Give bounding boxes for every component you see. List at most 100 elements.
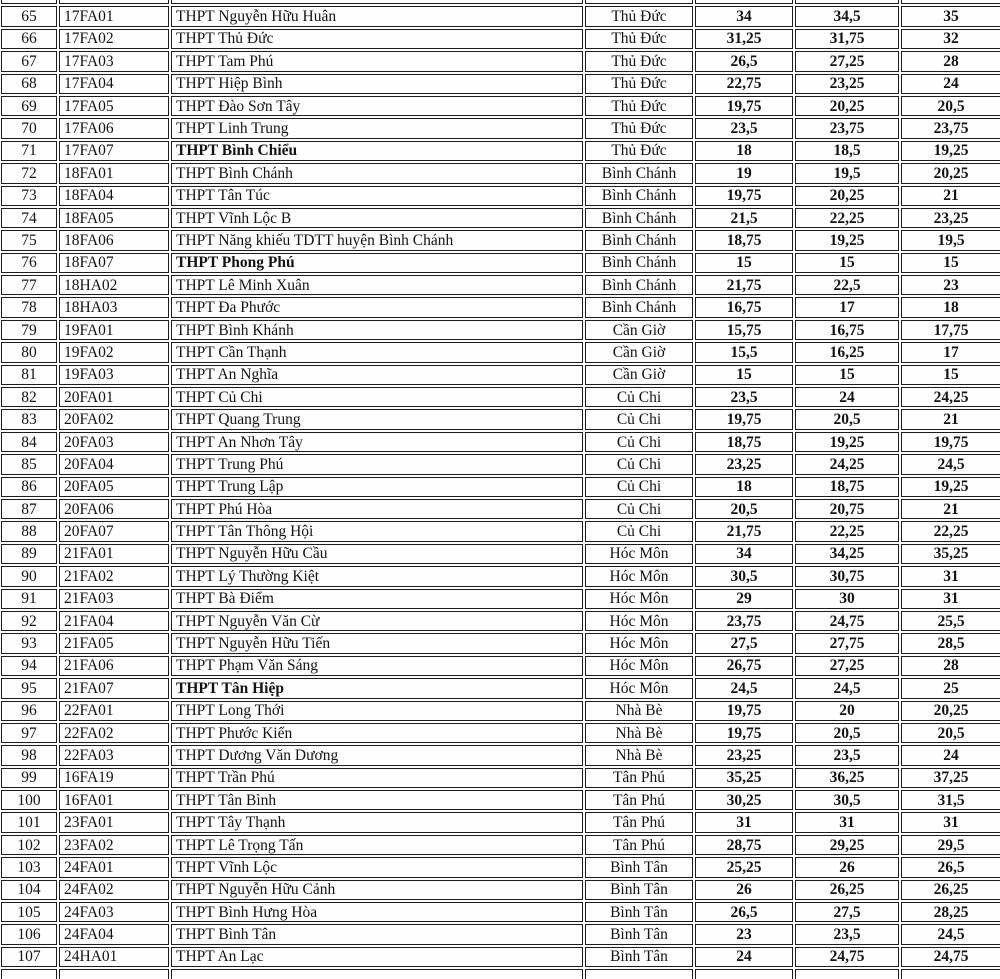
score-nv3-cell: 17,75 [901,319,1000,341]
score-nv3-cell: 17 [901,342,1000,363]
row-number-cell: 104 [1,879,57,901]
school-code-cell: 21FA07 [59,678,169,699]
score-nv2-cell: 19,25 [795,431,899,453]
table-row: 82 20FA01 THPT Củ Chi Củ Chi 23,5 24 24,25 [1,387,1000,408]
score-nv3-cell: 24,25 [901,387,1000,408]
row-number-cell: 97 [1,722,57,744]
row-number-cell: 86 [1,476,57,497]
table-row: 100 16FA01 THPT Tân Bình Tân Phú 30,25 30,5 31… [1,790,1000,811]
score-nv1-cell: 31 [695,812,793,833]
score-nv3-cell: 25,5 [901,610,1000,632]
score-nv1-cell: 26,5 [695,902,793,923]
score-nv2-cell: 16,25 [795,342,899,363]
school-name-cell: THPT Dương Văn Dương [171,745,583,766]
row-number-cell: 99 [1,767,57,789]
row-number-cell: 106 [1,924,57,945]
score-nv3-cell: 20,25 [901,700,1000,721]
score-nv1-cell: 15 [695,252,793,274]
table-row: 106 24FA04 THPT Bình Tân Bình Tân 23 23,5 24,5 [1,924,1000,945]
district-cell: Củ Chi [585,409,693,430]
table-row: 95 21FA07 THPT Tân Hiệp Hóc Môn 24,5 24,5 25 [1,678,1000,699]
district-cell: Tân Phú [585,834,693,856]
score-nv3-cell: 24 [901,73,1000,94]
district-cell: Bình Chánh [585,230,693,251]
school-code-cell: 20FA01 [59,387,169,408]
district-cell: Bình Tân [585,902,693,923]
table-row: 80 19FA02 THPT Cần Thạnh Cần Giờ 15,5 16,25 17 [1,342,1000,363]
score-nv2-cell: 29,25 [795,834,899,856]
score-nv2-cell: 22,5 [795,275,899,296]
score-nv1-cell: 23 [695,924,793,945]
score-nv2-cell: 22,25 [795,207,899,229]
school-name-cell: THPT An Nhơn Tây [171,431,583,453]
table-row: 99 16FA19 THPT Trần Phú Tân Phú 35,25 36,25 37… [1,767,1000,789]
school-name-cell: THPT Phạm Văn Sáng [171,655,583,677]
score-nv1-cell: 27,5 [695,633,793,654]
row-number-cell: 96 [1,700,57,721]
row-number-cell: 98 [1,745,57,766]
district-cell: Hóc Môn [585,633,693,654]
score-nv1-cell: 23,75 [695,610,793,632]
score-nv1-cell: 19 [695,163,793,184]
school-code-cell: 20FA02 [59,409,169,430]
table-row: 86 20FA05 THPT Trung Lập Củ Chi 18 18,75 19,25 [1,476,1000,497]
school-code-cell: 24FA04 [59,924,169,945]
score-nv1-cell: 19,75 [695,185,793,206]
school-name-cell: THPT Tân Bình [171,790,583,811]
district-cell: Bình Tân [585,946,693,968]
score-nv2-cell: 24,75 [795,610,899,632]
score-nv3-cell: 37,25 [901,767,1000,789]
score-nv1-cell: 25,25 [695,857,793,878]
school-code-cell: 16FA01 [59,790,169,811]
score-nv2-cell: 30 [795,588,899,609]
school-code-cell: 20FA04 [59,454,169,475]
school-code-cell: 17FA03 [59,51,169,72]
table-row: 85 20FA04 THPT Trung Phú Củ Chi 23,25 24,25 24… [1,454,1000,475]
row-number-cell: 83 [1,409,57,430]
score-nv2-cell: 20,25 [795,185,899,206]
table-row: 81 19FA03 THPT An Nghĩa Cần Giờ 15 15 15 [1,364,1000,386]
school-code-cell: 20FA03 [59,431,169,453]
school-code-cell: 17FA05 [59,95,169,117]
score-nv1-cell: 35,25 [695,767,793,789]
table-row: 84 20FA03 THPT An Nhơn Tây Củ Chi 18,75 19,25… [1,431,1000,453]
score-nv1-cell: 30,5 [695,566,793,587]
district-cell: Nhà Bè [585,745,693,766]
table-row: 90 21FA02 THPT Lý Thường Kiệt Hóc Môn 30,5 30… [1,566,1000,587]
table-row: 107 24HA01 THPT An Lạc Bình Tân 24 24,75 24,75 [1,946,1000,968]
score-nv3-cell: 21 [901,409,1000,430]
school-name-cell: THPT An Lạc [171,946,583,968]
score-nv3-cell: 19,5 [901,230,1000,251]
score-nv2-cell: 24 [795,387,899,408]
row-number-cell: 80 [1,342,57,363]
score-nv3-cell [901,969,1000,979]
table-row: 65 17FA01 THPT Nguyễn Hữu Huân Thủ Đức 34 34,… [1,6,1000,27]
row-number-cell: 68 [1,73,57,94]
score-nv3-cell: 25 [901,678,1000,699]
table-row: 94 21FA06 THPT Phạm Văn Sáng Hóc Môn 26,75 27… [1,655,1000,677]
district-cell: Bình Chánh [585,252,693,274]
district-cell: Thủ Đức [585,51,693,72]
score-nv3-cell: 28,5 [901,633,1000,654]
school-code-cell: 21FA02 [59,566,169,587]
score-nv3-cell: 23,25 [901,207,1000,229]
score-nv2-cell: 31 [795,812,899,833]
school-name-cell: THPT Trần Phú [171,767,583,789]
row-number-cell: 91 [1,588,57,609]
school-name-cell: THPT Phú Hòa [171,498,583,520]
district-cell: Cần Giờ [585,364,693,386]
table-row: 76 18FA07 THPT Phong Phú Bình Chánh 15 15 15 [1,252,1000,274]
school-name-cell: THPT Quang Trung [171,409,583,430]
score-nv1-cell: 23,25 [695,454,793,475]
district-cell: Củ Chi [585,521,693,542]
school-code-cell [59,969,169,979]
score-nv3-cell: 28,25 [901,902,1000,923]
district-cell: Củ Chi [585,476,693,497]
table-row: 71 17FA07 THPT Bình Chiểu Thủ Đức 18 18,5 19,2… [1,140,1000,162]
score-nv2-cell: 18,75 [795,476,899,497]
score-nv1-cell [695,969,793,979]
school-name-cell: THPT Đa Phước [171,297,583,318]
school-name-cell: THPT Bà Điểm [171,588,583,609]
score-nv2-cell: 19,25 [795,230,899,251]
score-nv3-cell: 15 [901,252,1000,274]
